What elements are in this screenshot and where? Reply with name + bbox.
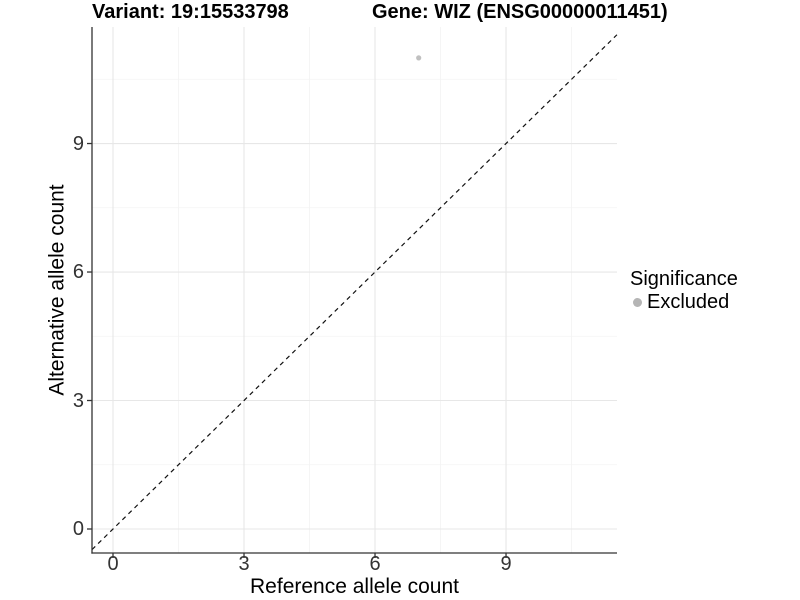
y-tick-label: 9 (72, 132, 84, 155)
y-tick-label: 0 (72, 518, 84, 540)
y-axis-title: Alternative allele count (45, 184, 69, 396)
x-tick-label: 9 (500, 553, 512, 575)
plot-title-variant: Variant: 19:15533798 (92, 1, 289, 23)
y-tick-label: 6 (72, 261, 84, 284)
legend: Significance Excluded (630, 269, 738, 313)
legend-item-excluded: Excluded (630, 292, 738, 313)
x-tick-label: 6 (369, 553, 381, 575)
x-axis-title: Reference allele count (250, 575, 459, 598)
x-tick-label: 0 (107, 553, 119, 575)
identity-reference-line (91, 34, 618, 550)
y-tick-label: 3 (72, 389, 84, 412)
x-tick-label: 3 (238, 553, 250, 575)
legend-item-label: Excluded (647, 291, 730, 313)
legend-title: Significance (630, 268, 738, 290)
plot-title-gene: Gene: WIZ (ENSG00000011451) (372, 1, 668, 23)
data-point (416, 55, 422, 61)
excluded-point-icon (633, 298, 642, 307)
